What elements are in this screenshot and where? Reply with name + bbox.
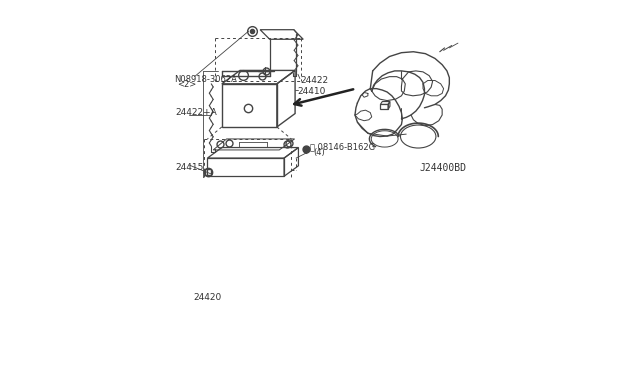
Text: 24422: 24422 (300, 76, 328, 85)
Text: 24415: 24415 (175, 163, 204, 172)
Text: J24400BD: J24400BD (419, 163, 466, 173)
Text: 24410: 24410 (298, 87, 326, 96)
Text: 24422+A: 24422+A (175, 108, 217, 117)
Text: (4): (4) (313, 148, 324, 157)
Text: <2>: <2> (177, 80, 196, 89)
Text: Ⓑ 08146-B162G: Ⓑ 08146-B162G (310, 142, 376, 151)
Text: 24420: 24420 (193, 293, 221, 302)
Text: N08918-3062A: N08918-3062A (174, 75, 237, 84)
